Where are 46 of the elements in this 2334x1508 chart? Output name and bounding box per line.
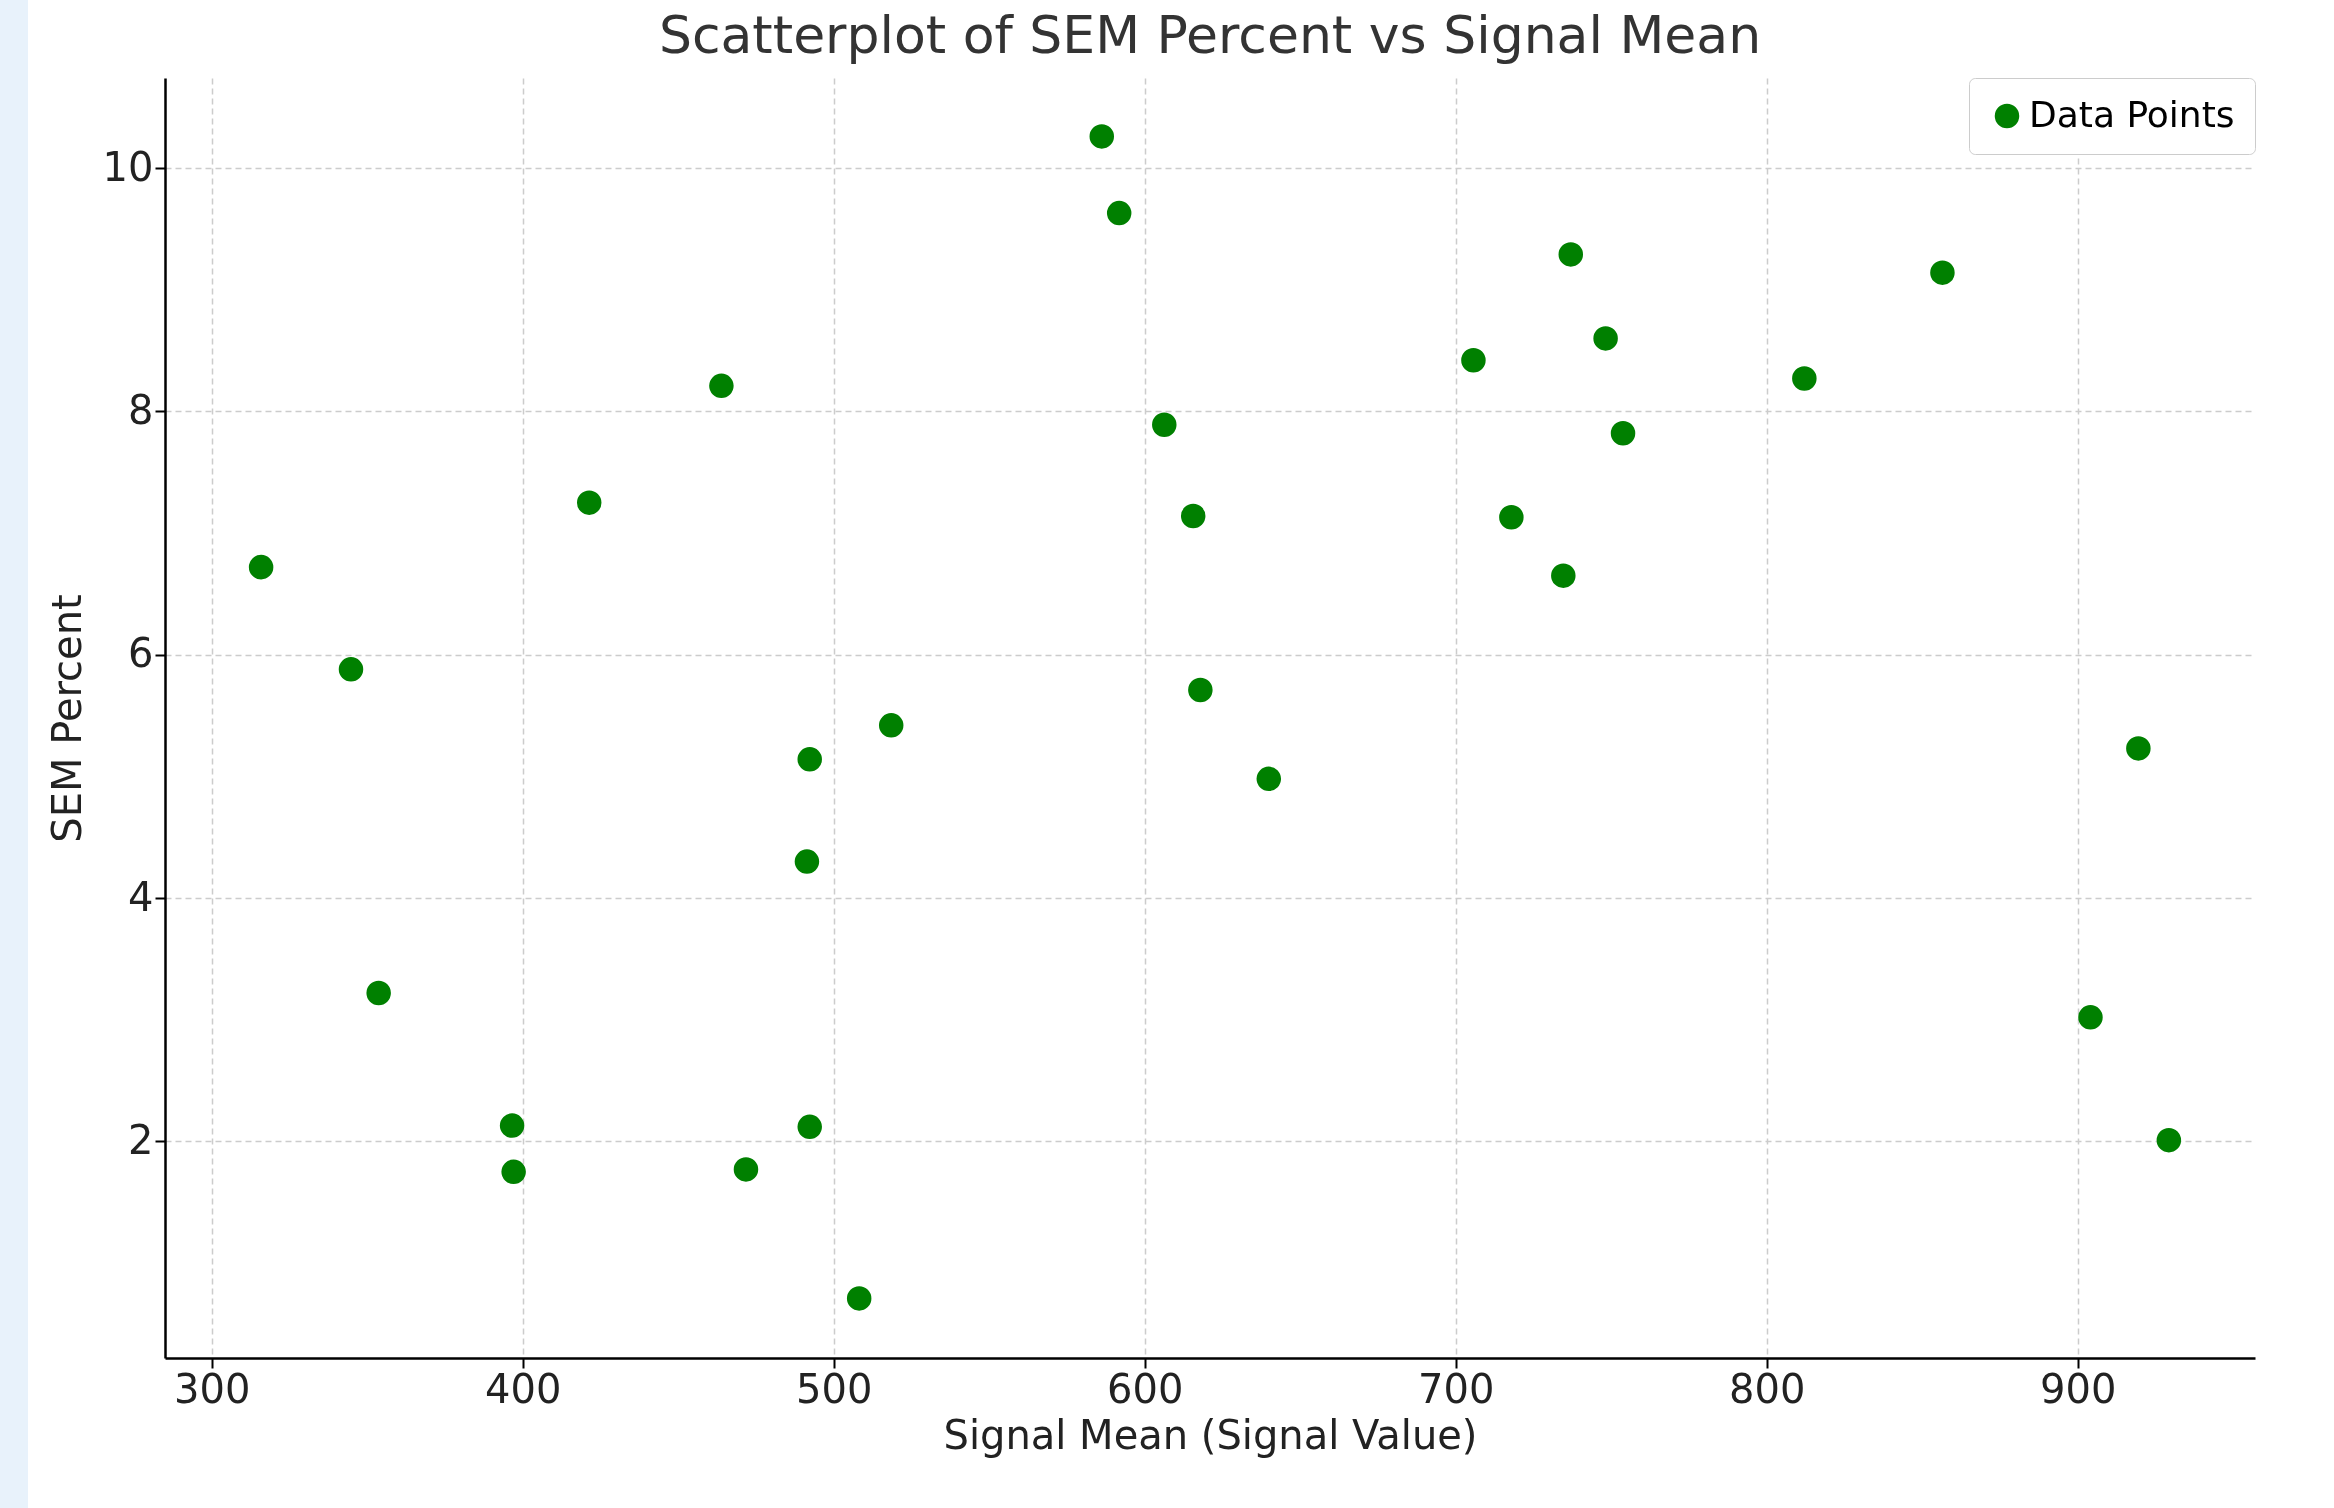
point [248,554,274,580]
point [338,657,364,682]
point [1551,563,1576,588]
point [878,713,904,738]
point [794,849,820,874]
x-axis-title: Signal Mean (Signal Value) [943,1411,1478,1458]
y-axis-title: SEM Percent [43,594,90,843]
point [1610,421,1636,446]
point [1461,348,1486,373]
point [709,373,734,399]
legend-label: Data Points [2029,94,2235,135]
point [576,490,602,515]
point [1593,326,1618,351]
point [1558,242,1584,267]
point [797,747,822,772]
y-tick-label: 6 [128,630,154,677]
point [1930,260,1955,285]
x-tick-label: 300 [173,1365,251,1412]
y-tick-label: 4 [128,873,154,920]
point [1188,677,1213,703]
point [797,1114,822,1140]
y-tick-label: 8 [128,386,154,433]
point [1256,766,1282,792]
y-tick-label: 10 [102,143,154,190]
x-tick-label: 600 [1107,1365,1184,1412]
point [1152,412,1177,437]
x-tick-label: 800 [1729,1365,1806,1412]
point [846,1286,872,1311]
point [1792,366,1817,391]
point [501,1159,526,1185]
point [2126,736,2151,761]
point [366,980,391,1006]
chart-title: Scatterplot of SEM Percent vs Signal Mean [658,4,1762,65]
point [2078,1005,2103,1030]
x-tick-label: 400 [484,1365,562,1412]
point [1089,124,1115,149]
point [733,1157,759,1182]
x-tick-label: 700 [1418,1365,1495,1412]
x-tick-label: 900 [2040,1365,2117,1412]
point [1499,505,1524,530]
point [1180,503,1206,529]
x-tick-label: 500 [796,1365,873,1412]
point [2156,1127,2182,1153]
point [1106,200,1132,226]
point [499,1113,525,1138]
y-tick-label: 2 [128,1116,154,1163]
